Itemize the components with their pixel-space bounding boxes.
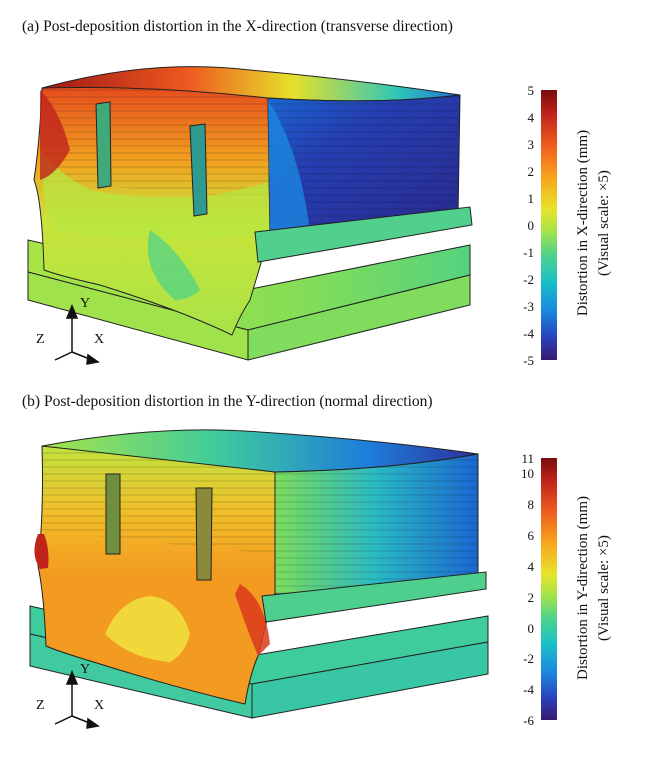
panel-a-slot-left bbox=[95, 101, 112, 189]
panel-b-caption: (b) Post-deposition distortion in the Y-… bbox=[22, 393, 433, 410]
panel-a-tick-6: -1 bbox=[523, 245, 534, 260]
panel-a-front-face bbox=[33, 84, 271, 336]
panel-b-slot-left bbox=[105, 473, 121, 555]
panel-a-colorbar-subtitle: (Visual scale: ×5) bbox=[596, 170, 612, 276]
panel-b-tick-8: -4 bbox=[523, 682, 534, 698]
panel-b-axis-x-label: X bbox=[94, 698, 105, 713]
panel-a-axis-z-label: Z bbox=[36, 332, 45, 347]
panel-b-tick-5: 2 bbox=[527, 589, 535, 605]
panel-a-colorbar bbox=[541, 90, 557, 360]
panel-a-caption: (a) Post-deposition distortion in the X-… bbox=[22, 18, 453, 35]
panel-b-slot-right bbox=[195, 487, 213, 581]
panel-b-tick-3: 6 bbox=[527, 528, 535, 544]
panel-b-axis-y-label: Y bbox=[80, 662, 91, 677]
panel-a-tick-4: 1 bbox=[527, 191, 535, 206]
panel-a-axis-x-label: X bbox=[94, 332, 105, 347]
panel-a-axis-triad bbox=[54, 304, 100, 365]
panel-a-side-face bbox=[267, 94, 461, 233]
panel-a-flange bbox=[254, 206, 473, 263]
panel-a-tick-5: 0 bbox=[527, 218, 535, 233]
panel-a-tick-1: 4 bbox=[527, 110, 535, 125]
panel-a-tick-10: -5 bbox=[523, 353, 534, 368]
panel-a-axis-y-label: Y bbox=[80, 296, 91, 311]
panel-b-model bbox=[29, 429, 489, 729]
panel-a-tick-8: -3 bbox=[523, 299, 534, 314]
panel-a-slot-right bbox=[189, 123, 208, 217]
panel-a-model bbox=[27, 66, 473, 365]
panel-b-tick-2: 8 bbox=[527, 497, 535, 513]
panel-a-colorbar-title: Distortion in X-direction (mm) bbox=[575, 129, 591, 317]
panel-b-front-face bbox=[34, 445, 276, 705]
panel-a-tick-3: 2 bbox=[527, 164, 535, 179]
panel-b-tick-0: 11 bbox=[521, 451, 534, 466]
panel-b-tick-1: 10 bbox=[521, 466, 534, 482]
panel-a-tick-9: -4 bbox=[523, 326, 534, 341]
panel-b-tick-4: 4 bbox=[527, 558, 535, 574]
panel-b-tick-7: -2 bbox=[523, 651, 534, 667]
panel-b-colorbar-title: Distortion in Y-direction (mm) bbox=[575, 496, 591, 680]
panel-b-tick-9: -6 bbox=[523, 713, 534, 728]
panel-b-colorbar-subtitle: (Visual scale: ×5) bbox=[596, 535, 612, 641]
panel-b-axis-z-label: Z bbox=[36, 698, 45, 713]
panel-b-colorbar bbox=[541, 458, 557, 720]
panel-b-side-face bbox=[274, 453, 479, 595]
panel-b-axis-triad bbox=[54, 670, 100, 729]
panel-b-tick-6: 0 bbox=[527, 620, 535, 636]
panel-a-tick-0: 5 bbox=[527, 83, 535, 98]
panel-a-tick-7: -2 bbox=[523, 272, 534, 287]
panel-b-flange bbox=[261, 571, 487, 623]
panel-a-tick-2: 3 bbox=[527, 137, 535, 152]
